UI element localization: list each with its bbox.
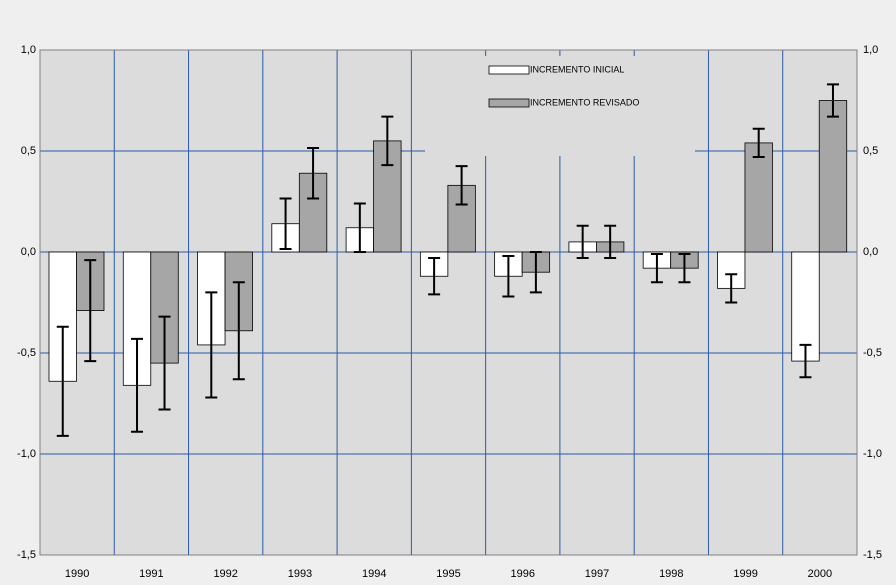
error-bar bbox=[604, 224, 617, 260]
x-tick-label: 1990 bbox=[65, 568, 89, 580]
bar bbox=[791, 251, 820, 362]
y-tick-label: -0,5 bbox=[17, 347, 36, 359]
error-bar bbox=[307, 146, 320, 200]
error-bar bbox=[725, 273, 738, 304]
y-tick-label: 0,0 bbox=[21, 246, 36, 258]
error-bar bbox=[529, 251, 542, 294]
legend-swatch bbox=[488, 98, 530, 108]
legend-box bbox=[425, 56, 695, 156]
error-bar bbox=[158, 315, 171, 411]
y-tick-label: -1,0 bbox=[17, 448, 36, 460]
error-bar bbox=[678, 253, 691, 284]
y-tick-label: 0,5 bbox=[21, 145, 36, 157]
x-tick-label: 1992 bbox=[213, 568, 237, 580]
y2-tick-label: 0,0 bbox=[863, 246, 878, 258]
y-tick-label: 1,0 bbox=[21, 44, 36, 56]
error-bar bbox=[650, 253, 663, 284]
x-tick-label: 2000 bbox=[808, 568, 832, 580]
legend-swatch bbox=[488, 65, 530, 75]
error-bar bbox=[799, 343, 812, 379]
error-bar bbox=[232, 281, 245, 381]
plot-border bbox=[39, 49, 858, 556]
legend-label: INCREMENTO INICIAL bbox=[530, 64, 624, 74]
y2-tick-label: -0,5 bbox=[863, 347, 882, 359]
legend-label: INCREMENTO REVISADO bbox=[530, 97, 639, 107]
error-bar bbox=[826, 83, 839, 118]
bar bbox=[744, 142, 773, 253]
x-tick-label: 1995 bbox=[436, 568, 460, 580]
error-bar bbox=[502, 255, 515, 298]
error-bar bbox=[56, 325, 69, 437]
error-bar bbox=[428, 257, 441, 296]
error-bar bbox=[131, 337, 144, 433]
error-bar bbox=[455, 165, 468, 206]
y-tick-label: -1,5 bbox=[17, 549, 36, 561]
error-bar bbox=[353, 202, 366, 253]
error-bar bbox=[381, 115, 394, 167]
error-bar bbox=[84, 259, 97, 363]
y2-tick-label: 0,5 bbox=[863, 145, 878, 157]
x-tick-label: 1998 bbox=[659, 568, 683, 580]
error-bar bbox=[205, 291, 218, 399]
x-tick-label: 1996 bbox=[511, 568, 535, 580]
y2-tick-label: -1,0 bbox=[863, 448, 882, 460]
bar bbox=[818, 100, 848, 253]
y2-tick-label: -1,5 bbox=[863, 549, 882, 561]
x-tick-label: 1991 bbox=[139, 568, 163, 580]
x-tick-label: 1997 bbox=[585, 568, 609, 580]
x-tick-label: 1999 bbox=[733, 568, 757, 580]
error-bar bbox=[279, 197, 292, 250]
y2-tick-label: 1,0 bbox=[863, 44, 878, 56]
x-tick-label: 1994 bbox=[362, 568, 386, 580]
error-bar bbox=[752, 127, 765, 159]
error-bar bbox=[576, 224, 589, 260]
x-tick-label: 1993 bbox=[288, 568, 312, 580]
